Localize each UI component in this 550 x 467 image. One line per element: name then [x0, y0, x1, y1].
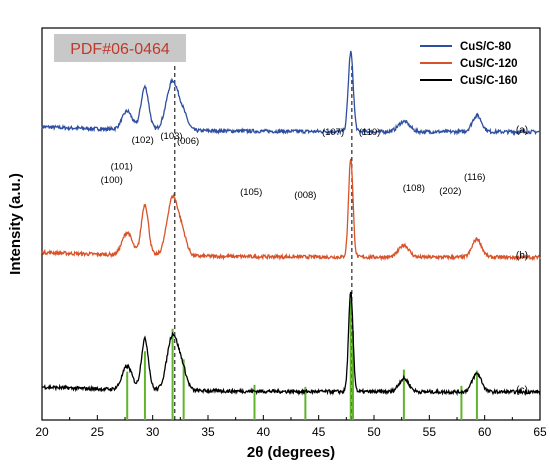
x-tick-label: 35	[201, 425, 215, 439]
reference-sticks	[126, 300, 478, 420]
x-axis-title: 2θ (degrees)	[247, 444, 335, 461]
reference-label: PDF#06-0464	[70, 41, 170, 58]
curve-tag: (a)	[516, 125, 528, 136]
x-tick-label: 65	[533, 425, 547, 439]
x-tick-label: 50	[367, 425, 381, 439]
peak-label: (101)	[111, 162, 133, 173]
peak-label: (103)	[160, 131, 182, 142]
x-tick-label: 30	[146, 425, 160, 439]
curve-tags: (a) (b) (c)	[516, 125, 528, 396]
legend: CuS/C-80 CuS/C-120 CuS/C-160	[420, 41, 518, 87]
peak-label: (105)	[240, 187, 262, 198]
curve-tag: (b)	[516, 250, 528, 261]
peak-label: (116)	[464, 172, 485, 183]
series-line	[41, 291, 541, 397]
reference-label-bg	[54, 34, 186, 62]
reference-dashed-lines	[174, 66, 353, 420]
x-axis-ticks: 20 25 30 35 40 45 50 55 60 65	[35, 415, 547, 439]
peak-label: (110)	[359, 127, 380, 138]
legend-label: CuS/C-120	[460, 58, 518, 70]
series-curves	[41, 50, 541, 397]
peak-label: (100)	[101, 175, 123, 186]
series-line	[41, 158, 541, 262]
curve-tag: (c)	[516, 385, 528, 396]
series-line	[41, 50, 541, 136]
peak-labels: (100) (101) (102) (103)(006) (105) (008) (107)…	[101, 127, 486, 201]
peak-label: (107)	[322, 127, 344, 138]
x-tick-label: 25	[91, 425, 105, 439]
x-tick-label: 40	[257, 425, 271, 439]
peak-label: (108)	[403, 183, 425, 194]
y-axis-title: Intensity (a.u.)	[7, 173, 24, 275]
x-tick-label: 45	[312, 425, 326, 439]
peak-label: (102)	[132, 135, 154, 146]
peak-label: (008)	[294, 190, 316, 201]
x-tick-label: 60	[478, 425, 492, 439]
peak-label: (202)	[439, 186, 461, 197]
legend-label: CuS/C-80	[460, 41, 511, 53]
x-tick-label: 20	[35, 425, 49, 439]
peak-label: (006)	[177, 136, 199, 147]
reference-label-box: PDF#06-0464	[54, 34, 186, 62]
x-tick-label: 55	[423, 425, 437, 439]
legend-label: CuS/C-160	[460, 75, 518, 87]
